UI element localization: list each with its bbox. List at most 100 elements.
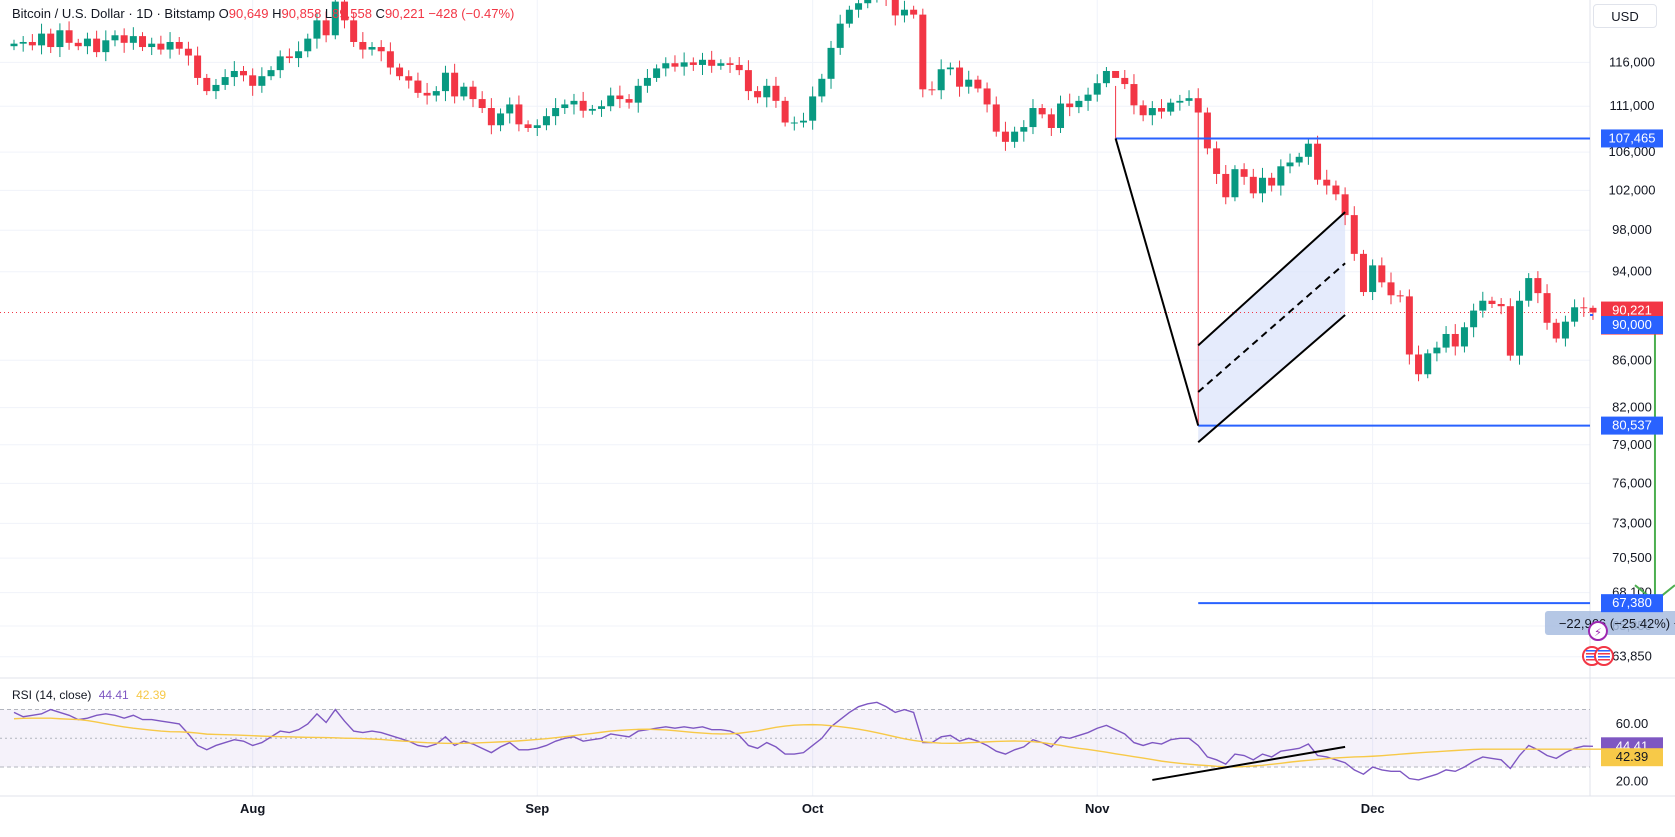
price-axis-tag [1601,316,1663,335]
rsi-divergence-line [1152,745,1346,781]
candle-body [166,41,174,50]
candle-body [542,116,550,126]
candle-body [184,48,192,56]
candle-body [93,38,101,53]
rsi-tick-label: 20.00 [1616,773,1649,788]
candle-body [1534,278,1542,294]
candle-body [1359,253,1367,293]
candle-body [1387,282,1395,296]
high-value: 90,858 [281,6,322,21]
price-axis-tag [1601,594,1663,613]
candle-body [487,108,495,126]
candle-body [1001,131,1009,142]
rsi-ma-tag [1601,748,1663,767]
candle-body [1268,177,1276,186]
candle-body [1295,156,1303,163]
candle-body [891,0,899,16]
candle-body [396,67,404,77]
candle-body [276,56,284,71]
candle-body [754,91,762,98]
price-axis-tag-label: 90,221 [1612,303,1652,318]
candle-body [818,78,826,97]
candle-body [1543,293,1551,323]
candle-body [561,104,569,109]
candle-body [386,51,394,68]
candle-body [1240,169,1248,177]
candle-body [983,88,991,105]
candle-body [1506,306,1514,356]
candle-body [38,33,46,46]
candle-body [258,76,266,86]
channel-lower-line [1197,314,1346,444]
candle-body [956,67,964,87]
candle-body [1231,169,1239,198]
candle-body [845,9,853,24]
candle-body [699,59,706,65]
candle-body [1020,127,1028,132]
candle-body [864,0,872,4]
time-axis-label: Nov [1085,801,1110,816]
price-tick-label: 94,000 [1612,264,1652,279]
candle-body [111,35,119,41]
candle-body [680,62,688,67]
us-flag-event-icon[interactable] [1581,646,1614,667]
candle-body [47,33,55,48]
candle-body [625,99,633,103]
candle-body [221,77,229,85]
price-axis-tag-label: 107,465 [1609,130,1656,145]
candle-body [671,63,679,67]
candle-body [809,96,817,121]
candle-body [1038,108,1046,115]
candle-body [937,69,945,91]
candle-body [1378,265,1386,283]
candle-body [1341,194,1349,216]
candle-body [322,20,330,36]
lightning-event-icon[interactable]: ⚡ [1587,621,1608,642]
candle-body [1589,307,1597,313]
candle-body [634,85,642,103]
candle-body [359,41,367,50]
candle-body [212,84,220,92]
price-axis-tag [1601,301,1663,320]
candle-body [148,43,156,48]
candle-body [515,104,523,125]
candle-body [10,43,18,47]
candle-body [1112,70,1120,78]
candle-body [974,79,982,89]
candle-body [1442,333,1450,348]
candle-body [1552,322,1560,339]
time-axis-label: Sep [525,801,549,816]
candle-body [1047,114,1055,128]
candle-body [1258,177,1266,194]
candle-body [744,70,752,92]
candle-body [928,89,936,91]
low-label: L [324,6,333,21]
open-label: O [218,6,229,21]
candle-body [83,38,91,47]
candle-body [1332,185,1340,195]
candle-body [423,92,431,96]
candle-body [441,72,449,92]
candle-body [1571,307,1579,322]
candle-body [552,108,560,117]
price-tick-label: 70,500 [1612,550,1652,565]
rsi-value: 44.41 [98,688,129,702]
candle-body [451,72,459,97]
candle-body [377,47,385,52]
candle-body [28,41,36,46]
channel-upper-line [1197,211,1346,347]
candle-body [1415,354,1423,375]
flag-stripe [1585,656,1598,658]
candle-body [120,35,128,43]
currency-button[interactable]: USD [1593,4,1657,28]
candle-body [1314,143,1322,180]
candle-body [1084,94,1092,101]
candle-body [1561,321,1569,339]
rsi-ma-tag-label: 42.39 [1616,749,1649,764]
candle-body [643,77,651,86]
candle-body [726,63,734,65]
candle-body [1525,278,1533,301]
rsi-title: RSI (14, close) [12,688,92,702]
price-axis-tag [1601,416,1663,435]
